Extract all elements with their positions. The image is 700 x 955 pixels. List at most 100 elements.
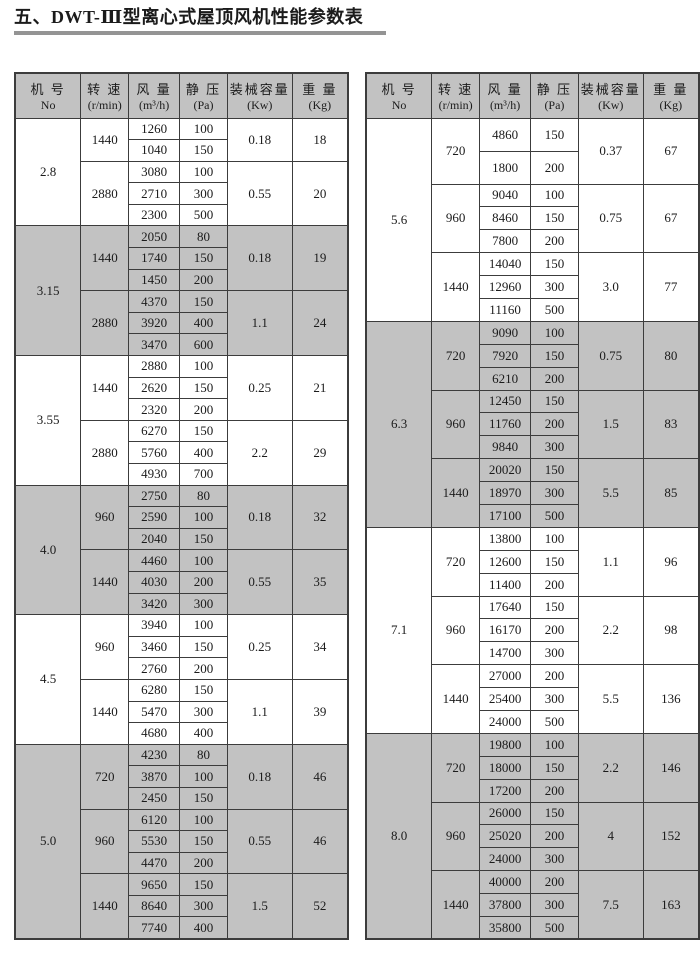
table-row: 2760 200 (15, 657, 348, 680)
cell-pressure: 150 (179, 678, 228, 702)
table-header: 机 号 No 转 速 (r/min) 风 量 (m³/h) 静 压 (Pa) 装械容量 (Kw) 重… (365, 72, 700, 119)
cell-airflow: 35800 (479, 916, 532, 940)
cell-speed: 960 (80, 808, 130, 875)
table-row: 1440 27000 200 5.5 136 (366, 664, 700, 734)
cell-airflow: 19800 (479, 732, 532, 757)
cell-pressure: 100 (179, 549, 228, 572)
cell-pressure: 100 (179, 808, 228, 832)
cell-airflow: 2050 (128, 225, 181, 249)
table-row: 4930 700 (15, 463, 348, 486)
cell-airflow: 2710 (128, 182, 181, 205)
cell-airflow: 5470 (128, 700, 181, 724)
cell-speed: 1440 (431, 458, 481, 528)
cell-pressure: 400 (179, 311, 228, 335)
cell-airflow: 8640 (128, 894, 181, 918)
table-row: 1440 9650 150 1.5 52 (15, 873, 349, 940)
cell-capacity: 0.37 (577, 117, 644, 185)
cell-speed: 720 (431, 320, 481, 391)
column-header-unit: No (391, 97, 407, 112)
cell-capacity: 0.75 (577, 320, 644, 391)
cell-weight: 152 (642, 801, 700, 872)
table-row: 1440 4460 100 0.55 35 (15, 549, 349, 616)
cell-weight: 77 (642, 252, 700, 322)
cell-pressure: 150 (179, 419, 228, 443)
cell-weight: 20 (291, 160, 349, 227)
cell-weight: 136 (642, 664, 700, 734)
cell-capacity: 2.2 (577, 595, 644, 666)
cell-capacity: 1.1 (577, 526, 644, 597)
cell-weight: 67 (642, 183, 700, 254)
table-row: 4.0 960 2750 80 0.18 32 (14, 484, 349, 616)
cell-capacity: 0.18 (226, 743, 293, 810)
cell-airflow: 3940 (128, 614, 181, 637)
table-row: 24000 300 (366, 847, 699, 872)
cell-pressure: 300 (530, 687, 579, 711)
cell-speed: 1440 (80, 225, 130, 292)
column-header-unit: (m³/h) (138, 97, 170, 112)
cell-pressure: 500 (530, 503, 579, 528)
column-header-unit: (m³/h) (489, 97, 521, 112)
cell-pressure: 200 (179, 398, 228, 421)
column-header-capacity: 装械容量 (Kw) (577, 72, 644, 119)
cell-speed: 2880 (80, 160, 130, 227)
cell-pressure: 100 (179, 614, 228, 637)
cell-airflow: 26000 (479, 801, 532, 826)
cell-speed: 1440 (431, 870, 481, 940)
table-row: 2880 4370 150 1.1 24 (15, 290, 349, 357)
cell-airflow: 3470 (128, 333, 181, 357)
table-row: 2.8 1440 1260 100 0.18 18 (14, 117, 349, 227)
cell-pressure: 150 (179, 139, 228, 162)
cell-airflow: 2760 (128, 657, 181, 680)
cell-speed: 960 (431, 801, 481, 872)
table-row: 1040 150 (15, 139, 348, 162)
cell-pressure: 150 (530, 117, 579, 152)
cell-airflow: 2320 (128, 398, 181, 421)
cell-pressure: 600 (179, 333, 228, 357)
cell-pressure: 400 (179, 441, 228, 464)
cell-pressure: 150 (179, 786, 228, 810)
table-row: 7920 150 (366, 343, 699, 368)
cell-airflow: 3420 (128, 592, 181, 616)
cell-weight: 46 (291, 808, 349, 875)
cell-machine-no: 4.0 (14, 484, 82, 616)
table-row: 3470 600 (15, 333, 348, 357)
cell-pressure: 150 (179, 247, 228, 270)
fan-performance-table-right: 机 号 No 转 速 (r/min) 风 量 (m³/h) 静 压 (Pa) 装械容量 (Kw) 重… (365, 72, 700, 941)
cell-airflow: 20020 (479, 458, 532, 483)
column-header-airflow: 风 量 (m³/h) (479, 72, 532, 119)
cell-airflow: 4460 (128, 549, 181, 572)
cell-weight: 96 (642, 526, 700, 597)
cell-airflow: 16170 (479, 618, 532, 643)
cell-pressure: 200 (530, 870, 579, 895)
cell-machine-no: 2.8 (14, 117, 82, 227)
cell-airflow: 3460 (128, 635, 181, 659)
cell-pressure: 500 (530, 709, 579, 734)
cell-airflow: 2620 (128, 376, 181, 400)
column-header-label: 重 量 (653, 81, 689, 97)
cell-speed: 960 (431, 389, 481, 460)
table-row: 2590 100 (15, 506, 348, 529)
cell-pressure: 150 (179, 376, 228, 400)
cell-airflow: 2450 (128, 786, 181, 810)
cell-weight: 29 (291, 419, 349, 486)
cell-weight: 98 (642, 595, 700, 666)
cell-weight: 83 (642, 389, 700, 460)
cell-airflow: 1450 (128, 268, 181, 292)
cell-capacity: 0.18 (226, 225, 293, 292)
cell-airflow: 1740 (128, 247, 181, 270)
table-row: 3870 100 (15, 765, 348, 788)
cell-airflow: 27000 (479, 664, 532, 689)
cell-capacity: 0.75 (577, 183, 644, 254)
cell-airflow: 4860 (479, 117, 532, 152)
cell-pressure: 150 (530, 801, 579, 826)
cell-airflow: 7740 (128, 916, 181, 940)
cell-airflow: 6120 (128, 808, 181, 832)
cell-capacity: 1.5 (577, 389, 644, 460)
cell-pressure: 150 (179, 873, 228, 896)
table-row: 11400 200 (366, 572, 699, 597)
cell-pressure: 150 (530, 252, 579, 277)
cell-capacity: 0.55 (226, 160, 293, 227)
column-header-label: 静 压 (536, 81, 573, 97)
page-title: 五、DWT-Ⅲ型离心式屋顶风机性能参数表 (14, 7, 364, 27)
cell-pressure: 150 (530, 595, 579, 620)
